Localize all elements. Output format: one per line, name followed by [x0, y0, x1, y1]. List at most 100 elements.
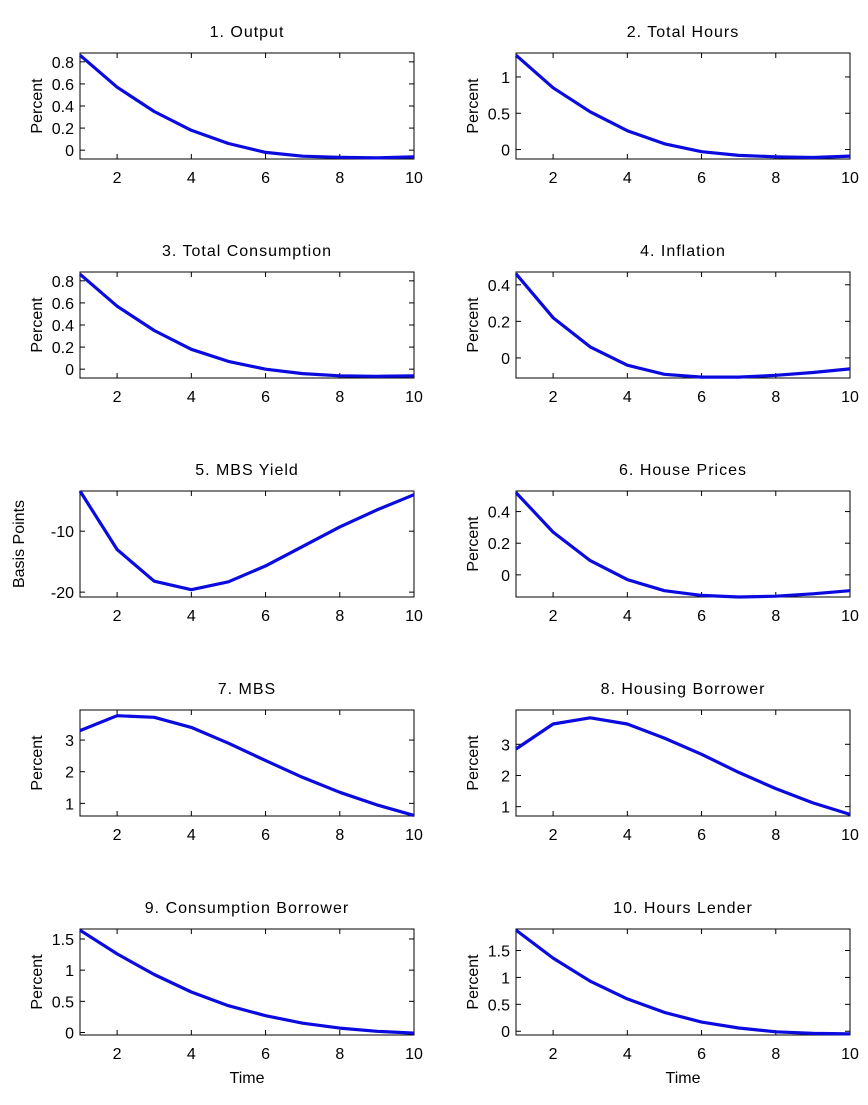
chart-1-ytick-label-2: 0.4: [52, 99, 74, 116]
chart-7-title: 7. MBS: [218, 681, 276, 698]
chart-9-xtick-label-6: 6: [261, 1046, 270, 1063]
chart-3-axes-box: [79, 271, 415, 379]
chart-3-xtick-label-8: 8: [335, 389, 344, 406]
chart-5-axes-box: [79, 490, 415, 598]
chart-7-xtick-label-4: 4: [187, 827, 196, 844]
chart-9-ytick-label-0: 0: [65, 1026, 74, 1043]
chart-10-axes-box: [515, 928, 851, 1036]
chart-9-ytick-label-3: 1.5: [52, 932, 74, 949]
chart-6-xtick-label-8: 8: [771, 608, 780, 625]
chart-8-xtick-label-4: 4: [623, 827, 632, 844]
chart-6-xtick-label-6: 6: [697, 608, 706, 625]
chart-3-xtick-label-4: 4: [187, 389, 196, 406]
chart-2: 2. Total Hours 2 4 6 8 10 0 0.5 1 Percent: [465, 24, 859, 187]
chart-2-title: 2. Total Hours: [627, 24, 739, 41]
chart-6-ytick-label-2: 0.4: [488, 505, 510, 522]
chart-10-ylabel: Percent: [465, 954, 482, 1010]
chart-5-series-line: [78, 490, 415, 592]
chart-9-ytick-label-1: 0.5: [52, 994, 74, 1011]
chart-1-xtick-label-10: 10: [405, 170, 423, 187]
chart-5-xtick-label-8: 8: [335, 608, 344, 625]
chart-10-xtick-label-6: 6: [697, 1046, 706, 1063]
chart-2-axes-box: [515, 52, 851, 160]
chart-4-xtick-label-2: 2: [549, 389, 558, 406]
chart-6-xtick-label-10: 10: [841, 608, 859, 625]
chart-8-xtick-label-6: 6: [697, 827, 706, 844]
chart-4-xtick-label-6: 6: [697, 389, 706, 406]
chart-1-ytick-label-4: 0.8: [52, 55, 74, 72]
chart-3-title: 3. Total Consumption: [162, 243, 332, 260]
chart-9-axes-box: [79, 928, 415, 1036]
chart-4-xtick-label-8: 8: [771, 389, 780, 406]
chart-2-series-line: [514, 53, 851, 160]
chart-7-xtick-label-10: 10: [405, 827, 423, 844]
chart-3-ytick-label-1: 0.2: [52, 340, 74, 357]
chart-9-ylabel: Percent: [29, 954, 46, 1010]
chart-4-xtick-label-10: 10: [841, 389, 859, 406]
chart-9-ytick-label-2: 1: [65, 963, 74, 980]
chart-4-ytick-label-0: 0: [501, 351, 510, 368]
chart-1-xtick-label-8: 8: [335, 170, 344, 187]
chart-2-ytick-label-1: 0.5: [488, 106, 510, 123]
chart-6-axes-box: [515, 490, 851, 598]
chart-8-xtick-label-8: 8: [771, 827, 780, 844]
chart-4-series-line: [514, 272, 851, 379]
chart-10-ytick-label-1: 0.5: [488, 997, 510, 1014]
chart-7-xtick-label-8: 8: [335, 827, 344, 844]
chart-4-ytick-label-2: 0.4: [488, 278, 510, 295]
chart-1: 1. Output 2 4 6 8 10 0 0.2 0.4 0.6 0.8 Percent: [29, 24, 423, 187]
chart-10: 10. Hours Lender 2 4 6 8 10 0 0.5 1 1.5 Percent Tim…: [465, 900, 859, 1087]
chart-5-ytick-label-0: -10: [51, 524, 74, 541]
chart-1-ylabel: Percent: [29, 78, 46, 134]
chart-1-ytick-label-1: 0.2: [52, 121, 74, 138]
chart-5-ytick-label-1: -20: [51, 585, 74, 602]
chart-3: 3. Total Consumption 2 4 6 8 10 0 0.2 0.4 0.6 0.8 P…: [29, 243, 423, 406]
chart-2-xtick-label-10: 10: [841, 170, 859, 187]
chart-8-ytick-label-0: 1: [501, 800, 510, 817]
chart-1-xtick-label-6: 6: [261, 170, 270, 187]
chart-1-xtick-label-4: 4: [187, 170, 196, 187]
chart-10-title: 10. Hours Lender: [613, 900, 753, 917]
chart-9-xtick-label-10: 10: [405, 1046, 423, 1063]
chart-9-xtick-label-8: 8: [335, 1046, 344, 1063]
chart-6-ytick-label-0: 0: [501, 568, 510, 585]
chart-7-ytick-label-0: 1: [65, 796, 74, 813]
chart-6-series-line: [514, 491, 851, 599]
chart-5-ylabel: Basis Points: [11, 500, 28, 588]
chart-6-ytick-label-1: 0.2: [488, 536, 510, 553]
chart-10-xtick-label-4: 4: [623, 1046, 632, 1063]
chart-8-ytick-label-1: 2: [501, 768, 510, 785]
chart-9: 9. Consumption Borrower 2 4 6 8 10 0 0.5 1 1.5 Per…: [29, 900, 423, 1087]
chart-7-xtick-label-2: 2: [113, 827, 122, 844]
chart-7-ylabel: Percent: [29, 735, 46, 791]
chart-3-xtick-label-10: 10: [405, 389, 423, 406]
chart-3-series-line: [78, 272, 415, 378]
chart-8-xtick-label-2: 2: [549, 827, 558, 844]
chart-2-ytick-label-0: 0: [501, 143, 510, 160]
chart-3-ytick-label-2: 0.4: [52, 318, 74, 335]
chart-1-series-line: [78, 53, 415, 160]
chart-1-ytick-label-0: 0: [65, 143, 74, 160]
chart-1-xtick-label-2: 2: [113, 170, 122, 187]
chart-5-xtick-label-4: 4: [187, 608, 196, 625]
chart-2-xtick-label-2: 2: [549, 170, 558, 187]
chart-6-ylabel: Percent: [465, 516, 482, 572]
chart-2-xtick-label-6: 6: [697, 170, 706, 187]
chart-2-xtick-label-8: 8: [771, 170, 780, 187]
chart-8-axes-box: [515, 709, 851, 817]
chart-8-xtick-label-10: 10: [841, 827, 859, 844]
chart-3-ylabel: Percent: [29, 297, 46, 353]
chart-5-xtick-label-10: 10: [405, 608, 423, 625]
chart-2-ytick-label-2: 1: [501, 70, 510, 87]
chart-10-ytick-label-0: 0: [501, 1024, 510, 1041]
chart-3-ytick-label-3: 0.6: [52, 296, 74, 313]
chart-5-xtick-label-2: 2: [113, 608, 122, 625]
chart-9-xtick-label-4: 4: [187, 1046, 196, 1063]
chart-8-series-line: [515, 716, 851, 816]
chart-7-series-line: [79, 714, 415, 817]
chart-5: 5. MBS Yield 2 4 6 8 10 -10 -20 Basis Points: [11, 462, 423, 625]
chart-4-ytick-label-1: 0.2: [488, 314, 510, 331]
